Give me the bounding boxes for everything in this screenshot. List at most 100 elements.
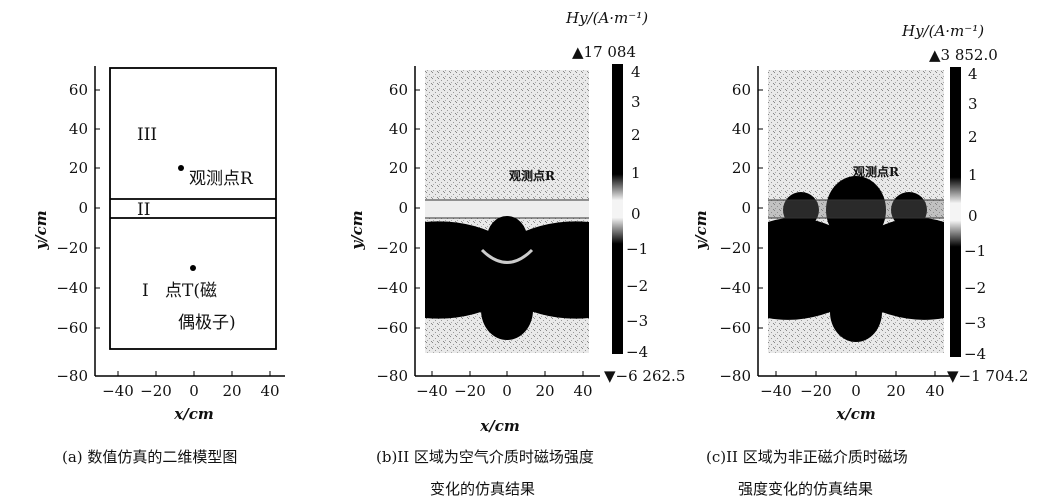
- y-axis-label: y/cm: [32, 210, 50, 250]
- field-lobes-b: [425, 216, 589, 340]
- y-tick-label: 40: [732, 120, 751, 138]
- cbar-tick: −2: [626, 277, 648, 295]
- region-2-label: II: [137, 200, 150, 220]
- panel-c: 观测点R 60 40 20 0 −20 −40 −60 −80 −40 −20 …: [692, 22, 1028, 498]
- cbar-tick: −4: [964, 345, 986, 363]
- cbar-tick: 0: [631, 205, 641, 223]
- x-ticks-a: −40 −20 0 20 40: [102, 371, 280, 400]
- cbar-tick: −3: [626, 312, 648, 330]
- caption-c: (c)II 区域为非正磁介质时磁场: [706, 448, 908, 466]
- y-ticks-c: 60 40 20 0 −20 −40 −60 −80: [719, 81, 763, 385]
- cbar-tick: −1: [964, 242, 986, 260]
- y-tick-label: −40: [56, 279, 88, 297]
- y-tick-label: 0: [398, 199, 408, 217]
- y-tick-label: 0: [78, 199, 88, 217]
- cbar-tick: 1: [968, 166, 978, 184]
- x-ticks-b: −40 −20 0 20 40: [416, 371, 593, 400]
- caption-a: (a) 数值仿真的二维模型图: [62, 448, 237, 466]
- cbar-tick: 1: [631, 164, 641, 182]
- cbar-tick: −4: [626, 343, 648, 361]
- x-tick-label: −20: [800, 382, 832, 400]
- y-axis-label: y/cm: [348, 210, 366, 250]
- y-tick-label: 60: [732, 81, 751, 99]
- cbar-tick: 3: [968, 95, 978, 113]
- y-tick-label: 20: [69, 159, 88, 177]
- colorbar-max-c: ▲3 852.0: [929, 46, 998, 64]
- colorbar-min-b: ▼−6 262.5: [604, 367, 685, 385]
- y-tick-label: −80: [376, 367, 408, 385]
- x-tick-label: −40: [102, 382, 134, 400]
- cbar-tick: −3: [964, 314, 986, 332]
- y-tick-label: −40: [719, 279, 751, 297]
- caption-b: (b)II 区域为空气介质时磁场强度: [376, 448, 594, 466]
- y-ticks-b: 60 40 20 0 −20 −40 −60 −80: [376, 81, 420, 385]
- x-ticks-c: −40 −20 0 20 40: [760, 371, 945, 400]
- x-tick-label: 20: [535, 382, 554, 400]
- colorbar-b: [612, 64, 623, 354]
- cbar-tick: 3: [631, 93, 641, 111]
- cbar-tick: 4: [968, 65, 978, 83]
- y-tick-label: 20: [732, 159, 751, 177]
- y-tick-label: 0: [741, 199, 751, 217]
- x-axis-label: x/cm: [835, 405, 875, 423]
- x-tick-label: −20: [454, 382, 486, 400]
- x-tick-label: 40: [260, 382, 279, 400]
- point-t-label: 点T(磁: [165, 281, 217, 301]
- x-axis-label: x/cm: [173, 405, 213, 423]
- region-1-label: I: [142, 281, 149, 301]
- cbar-tick: 2: [631, 126, 641, 144]
- x-tick-label: −40: [760, 382, 792, 400]
- y-axis-label: y/cm: [692, 210, 710, 250]
- y-tick-label: 60: [389, 81, 408, 99]
- caption-c-2: 强度变化的仿真结果: [738, 480, 873, 498]
- air-layer-b: [425, 200, 589, 218]
- cbar-tick: −2: [964, 279, 986, 297]
- colorbar-ticks-c: 4 3 2 1 0 −1 −2 −3 −4: [964, 65, 986, 363]
- point-r-label: 观测点R: [189, 169, 254, 189]
- x-tick-label: −40: [416, 382, 448, 400]
- y-ticks-a: 60 40 20 0 −20 −40 −60 −80: [56, 81, 100, 385]
- y-tick-label: −60: [376, 319, 408, 337]
- panel-a: 60 40 20 0 −20 −40 −60 −80 −40 −20 0 20 …: [32, 66, 285, 466]
- y-tick-label: 40: [389, 120, 408, 138]
- x-tick-label: 20: [222, 382, 241, 400]
- field-lobes-c: [768, 176, 944, 342]
- layer-c: [768, 200, 944, 218]
- region-3-label: III: [137, 125, 157, 145]
- x-tick-label: 0: [189, 382, 199, 400]
- cbar-tick: 0: [968, 207, 978, 225]
- y-tick-label: −80: [56, 367, 88, 385]
- point-r-label-c: 观测点R: [853, 164, 900, 179]
- x-axis-label: x/cm: [479, 417, 519, 435]
- y-tick-label: −20: [719, 239, 751, 257]
- field-line-b: [480, 248, 534, 264]
- y-tick-label: −40: [376, 279, 408, 297]
- x-tick-label: 0: [502, 382, 512, 400]
- colorbar-max-b: ▲17 084: [572, 43, 636, 61]
- x-tick-label: 40: [925, 382, 944, 400]
- y-tick-label: 40: [69, 120, 88, 138]
- colorbar-c: [950, 67, 961, 357]
- y-tick-label: 60: [69, 81, 88, 99]
- colorbar-ticks-b: 4 3 2 1 0 −1 −2 −3 −4: [626, 63, 648, 361]
- y-tick-label: −20: [376, 239, 408, 257]
- cbar-tick: 4: [631, 63, 641, 81]
- point-t-label-2: 偶极子): [178, 313, 236, 333]
- cbar-tick: 2: [968, 128, 978, 146]
- y-tick-label: −60: [56, 319, 88, 337]
- x-tick-label: −20: [140, 382, 172, 400]
- x-tick-label: 0: [851, 382, 861, 400]
- point-r-marker: [178, 165, 184, 171]
- y-tick-label: −60: [719, 319, 751, 337]
- point-r-label-b: 观测点R: [509, 168, 556, 183]
- x-tick-label: 20: [886, 382, 905, 400]
- point-t-marker: [190, 265, 196, 271]
- model-boundary: [109, 67, 277, 350]
- colorbar-title-c: Hy/(A·m⁻¹): [901, 22, 984, 40]
- panel-b: 观测点R 60 40 20 0 −20 −40 −60 −80 −40 −20 …: [348, 9, 685, 498]
- colorbar-title-b: Hy/(A·m⁻¹): [565, 9, 648, 27]
- colorbar-min-c: ▼−1 704.2: [947, 367, 1028, 385]
- y-tick-label: 20: [389, 159, 408, 177]
- y-tick-label: −20: [56, 239, 88, 257]
